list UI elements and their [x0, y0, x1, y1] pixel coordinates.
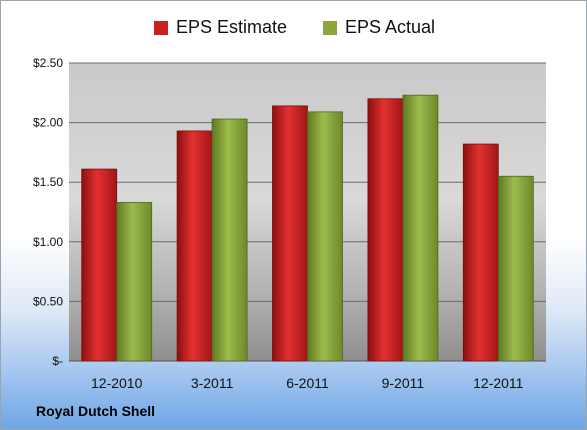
- y-tick-label: $0.50: [33, 294, 63, 308]
- y-axis-ticks: $- $0.50 $1.00 $1.50 $2.00 $2.50: [33, 56, 63, 368]
- legend-label-estimate: EPS Estimate: [175, 17, 287, 37]
- bar-estimate-3-2011: [176, 130, 213, 362]
- x-tick-label: 12-2010: [91, 375, 143, 391]
- bar-actual-6-2011: [307, 111, 343, 362]
- bar-estimate-12-2011: [462, 143, 499, 362]
- bar-actual-3-2011: [211, 118, 248, 362]
- x-axis-ticks: 12-2010 3-2011 6-2011 9-2011 12-2011: [91, 375, 524, 391]
- y-tick-label: $1.50: [33, 175, 63, 189]
- bars: [81, 94, 534, 362]
- x-tick-label: 3-2011: [191, 375, 234, 391]
- y-tick-label: $2.00: [33, 116, 63, 130]
- bar-actual-12-2010: [116, 202, 153, 362]
- legend-item-actual: EPS Actual: [322, 17, 436, 38]
- bar-estimate-12-2010: [81, 168, 118, 362]
- bar-estimate-9-2011: [367, 98, 404, 362]
- bar-actual-9-2011: [402, 94, 439, 362]
- legend-item-estimate: EPS Estimate: [153, 17, 287, 38]
- company-name: Royal Dutch Shell: [36, 403, 156, 419]
- legend-label-actual: EPS Actual: [344, 17, 436, 37]
- x-tick-label: 12-2011: [473, 375, 524, 391]
- y-tick-label: $1.00: [33, 235, 63, 249]
- y-tick-label: $2.50: [33, 56, 63, 70]
- bar-actual-12-2011: [497, 175, 534, 362]
- y-tick-label: $-: [52, 354, 63, 368]
- legend-swatch-estimate: [153, 20, 168, 35]
- bar-estimate-6-2011: [272, 105, 308, 362]
- legend: EPS Estimate EPS Actual: [1, 17, 586, 38]
- x-tick-label: 6-2011: [286, 375, 329, 391]
- legend-swatch-actual: [322, 20, 337, 35]
- x-tick-label: 9-2011: [382, 375, 425, 391]
